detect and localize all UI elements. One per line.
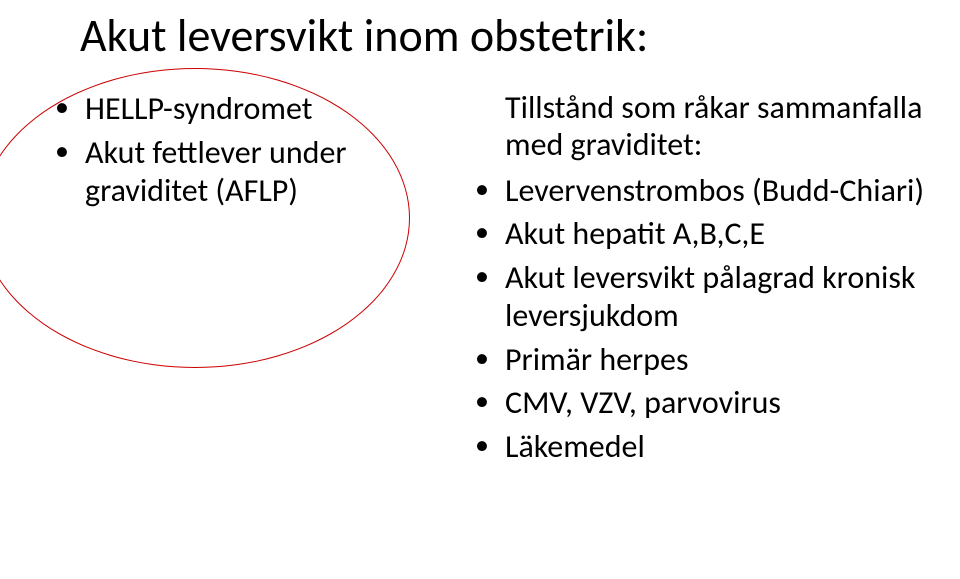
list-item: Läkemedel [475,428,935,466]
list-item: Akut hepatit A,B,C,E [475,215,935,253]
list-item: Akut leversvikt pålagrad kronisk leversj… [475,259,935,335]
left-column: HELLP-syndromet Akut fettlever under gra… [55,90,435,215]
left-list: HELLP-syndromet Akut fettlever under gra… [55,90,435,209]
list-item: CMV, VZV, parvovirus [475,384,935,422]
list-item: Primär herpes [475,341,935,379]
right-intro: Tillstånd som råkar sammanfalla med grav… [505,90,935,164]
list-item: Levervenstrombos (Budd-Chiari) [475,172,935,210]
right-column: Tillstånd som råkar sammanfalla med grav… [475,90,935,472]
list-item: Akut fettlever under graviditet (AFLP) [55,134,435,210]
page-title: Akut leversvikt inom obstetrik: [80,8,648,64]
right-list: Levervenstrombos (Budd-Chiari) Akut hepa… [475,172,935,466]
list-item: HELLP-syndromet [55,90,435,128]
